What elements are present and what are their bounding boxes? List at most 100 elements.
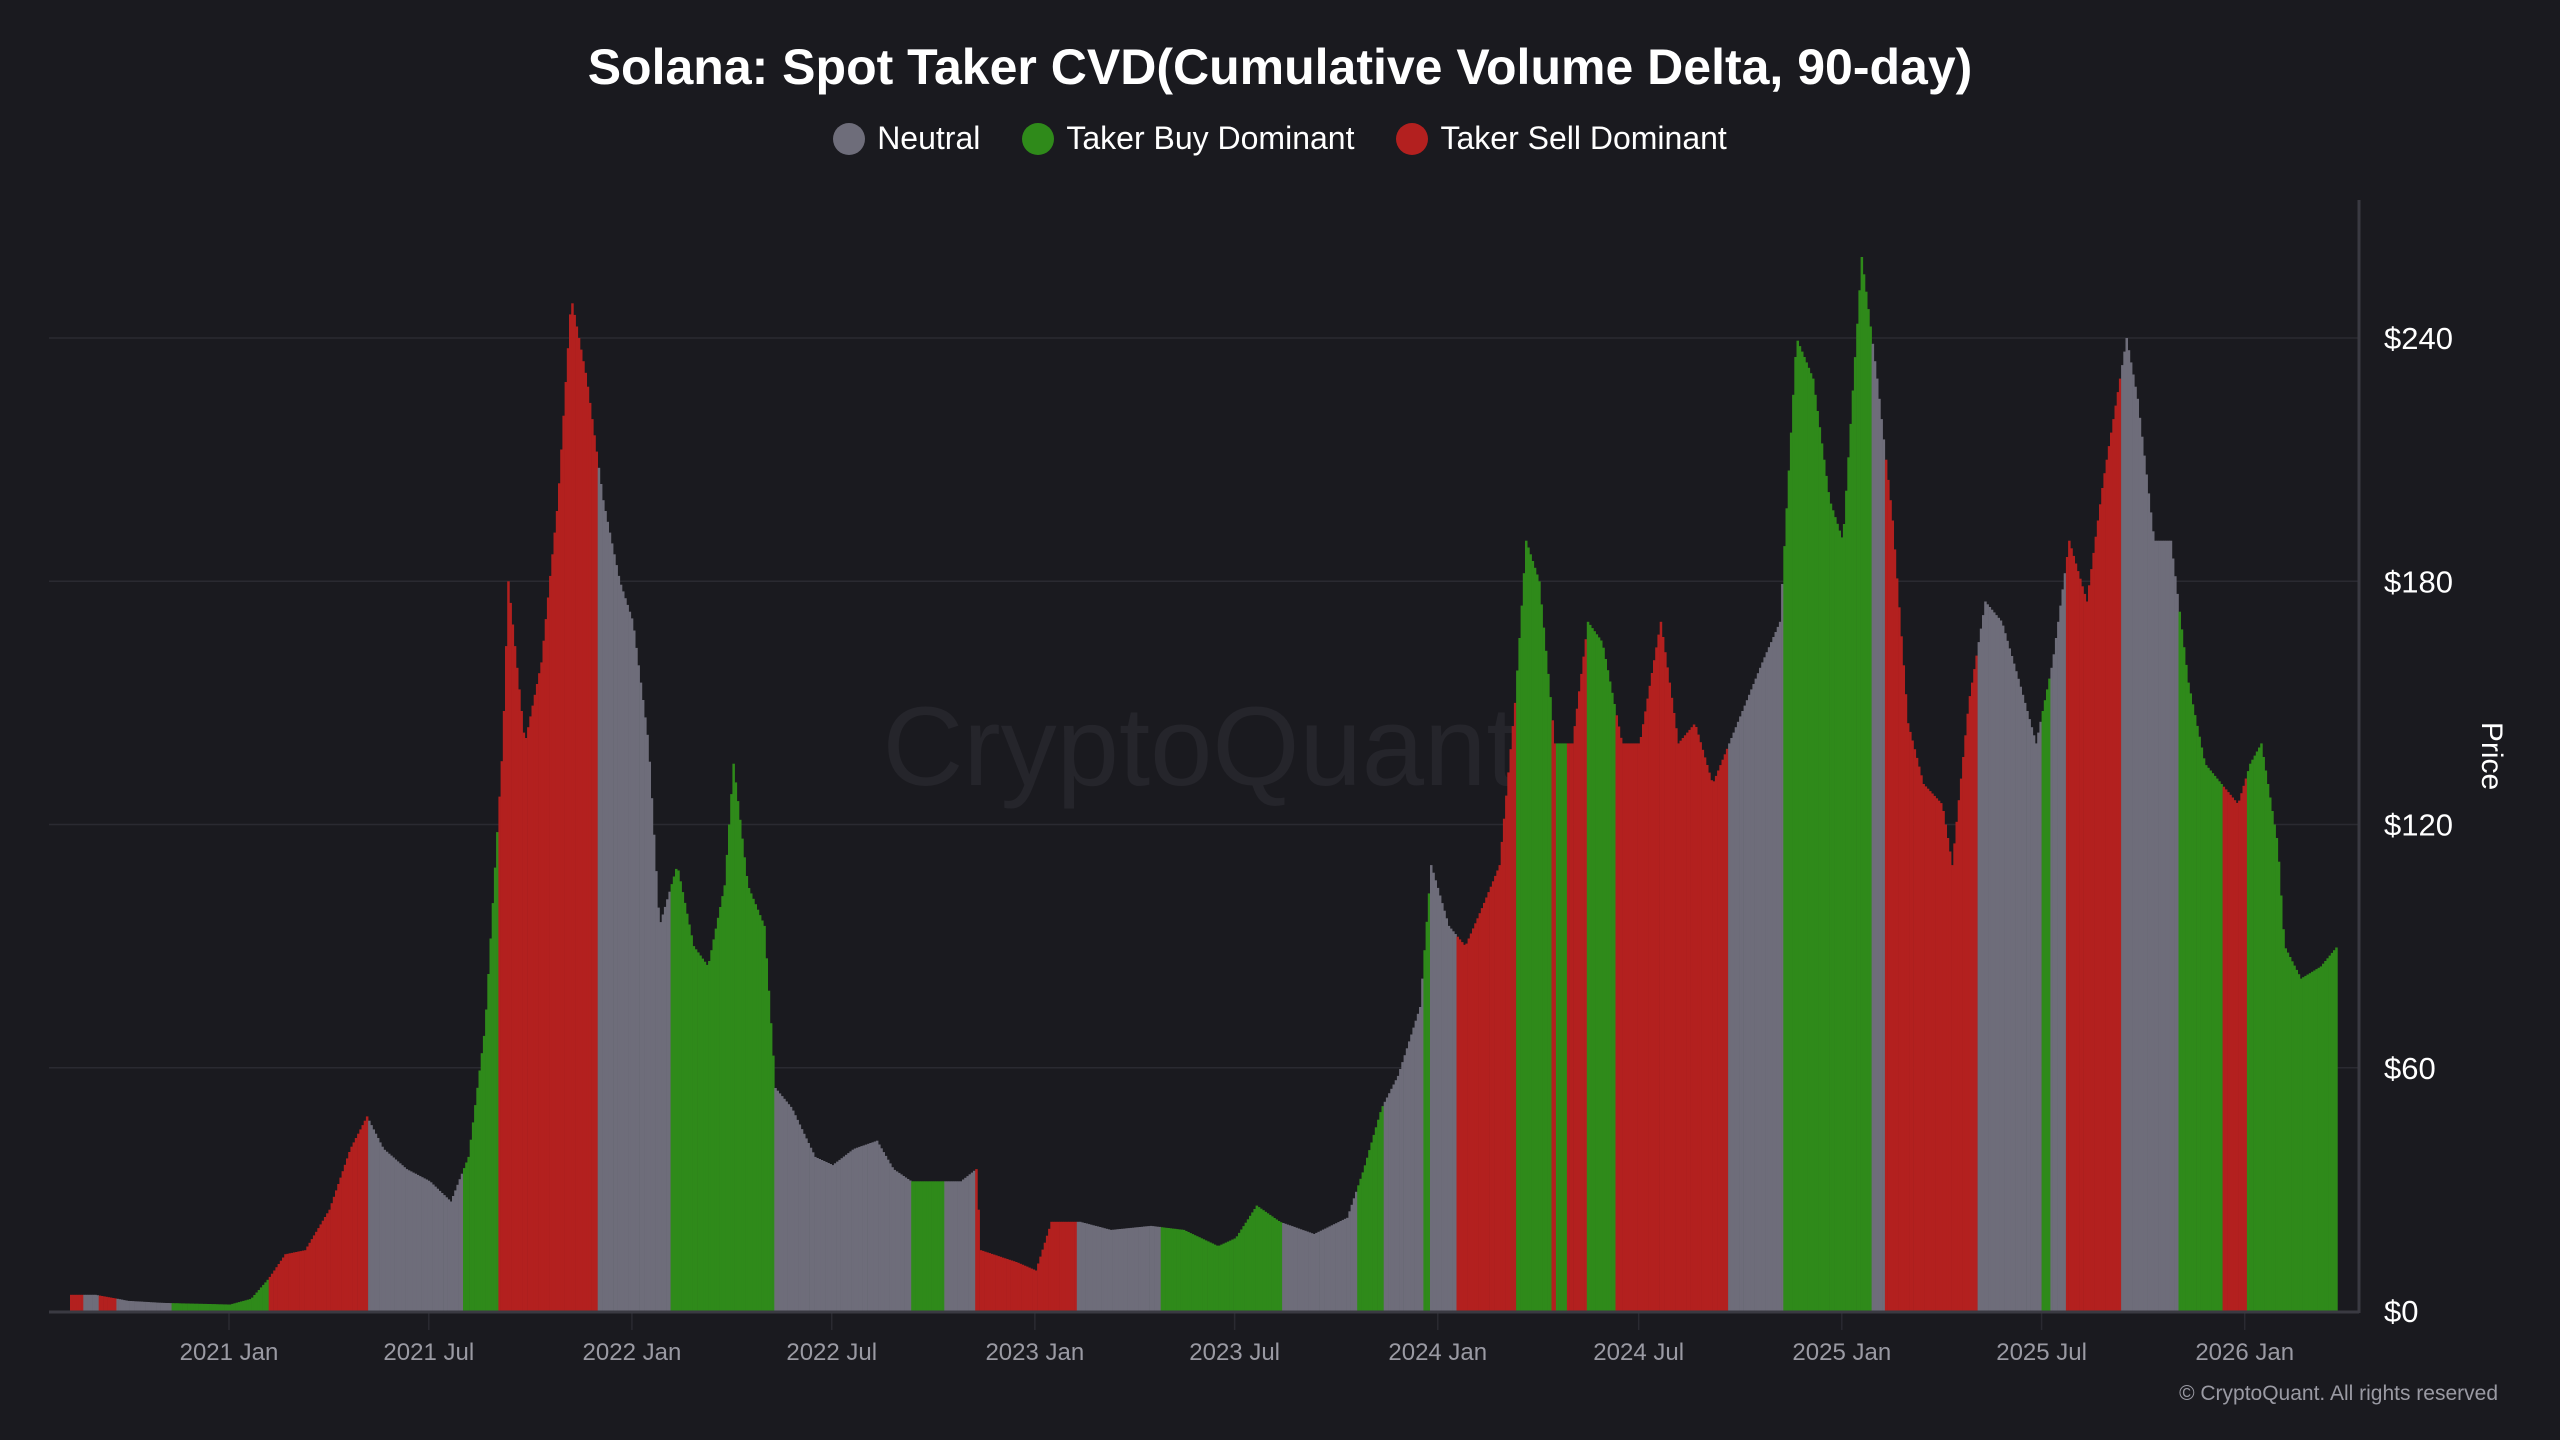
price-bar <box>1423 950 1426 1311</box>
price-bar <box>1595 634 1599 1311</box>
price-bar <box>482 1035 486 1311</box>
price-bar <box>293 1252 296 1311</box>
price-bar <box>1116 1229 1120 1311</box>
price-bar <box>1628 743 1632 1311</box>
price-bar <box>818 1159 822 1311</box>
price-bar <box>1593 631 1596 1311</box>
price-bar <box>1745 700 1749 1311</box>
price-bar <box>2271 811 2274 1311</box>
price-bar <box>2028 719 2031 1311</box>
price-bar <box>1282 1223 1285 1311</box>
price-bar <box>308 1242 312 1311</box>
price-bar <box>332 1196 336 1311</box>
price-bar <box>551 554 554 1311</box>
price-bar <box>1467 938 1471 1311</box>
price-bar <box>1920 775 1923 1311</box>
price-bar <box>1458 939 1462 1311</box>
price-bar <box>2304 975 2307 1311</box>
price-bar <box>500 761 504 1311</box>
price-bar <box>2006 640 2009 1311</box>
price-bar <box>2185 664 2188 1311</box>
price-bar <box>745 876 749 1311</box>
price-bar <box>878 1144 881 1311</box>
price-bar <box>1339 1221 1343 1311</box>
price-bar <box>2311 971 2314 1311</box>
price-bar <box>979 1250 983 1311</box>
y-tick-label: $180 <box>2384 564 2453 599</box>
price-bar <box>622 591 625 1311</box>
price-bar <box>1226 1241 1230 1311</box>
price-bar <box>2216 778 2219 1311</box>
price-bar <box>1463 944 1466 1311</box>
price-bar <box>328 1209 331 1311</box>
price-bar <box>270 1273 274 1311</box>
price-bar <box>2244 778 2248 1311</box>
price-bar <box>233 1303 236 1311</box>
price-bar <box>1198 1237 1201 1311</box>
price-bar <box>827 1163 830 1311</box>
price-bar <box>1065 1221 1069 1311</box>
price-bar <box>2083 593 2087 1311</box>
price-bar <box>1028 1267 1031 1311</box>
price-bar <box>942 1181 945 1311</box>
price-bar <box>2079 578 2082 1311</box>
price-bar <box>761 920 764 1311</box>
price-bar <box>1695 727 1698 1311</box>
price-bar <box>1434 880 1438 1311</box>
price-bar <box>2090 569 2093 1311</box>
price-bar <box>399 1163 402 1311</box>
price-bar <box>1522 573 1526 1311</box>
price-bar <box>2035 743 2038 1311</box>
price-bar <box>1244 1222 1248 1311</box>
price-bar <box>425 1179 429 1311</box>
price-bar <box>491 903 495 1311</box>
price-bar <box>774 1088 777 1311</box>
price-bar <box>962 1179 965 1311</box>
price-bar <box>1151 1226 1155 1311</box>
price-bar <box>1019 1263 1022 1311</box>
price-bar <box>262 1284 265 1311</box>
price-bar <box>421 1177 424 1311</box>
price-bar <box>1293 1226 1296 1311</box>
price-bar <box>1683 735 1687 1311</box>
price-bar <box>2063 573 2067 1311</box>
price-bar <box>127 1300 130 1311</box>
price-bar <box>341 1171 345 1311</box>
price-bar <box>884 1155 888 1311</box>
price-bar <box>560 449 563 1311</box>
legend-item-sell[interactable]: Taker Sell Dominant <box>1396 120 1727 157</box>
price-bar <box>335 1190 338 1311</box>
price-bar <box>2335 947 2338 1311</box>
price-bar <box>1414 1020 1418 1311</box>
price-bar <box>533 694 537 1311</box>
price-bar <box>842 1156 846 1311</box>
x-tick-label: 2021 Jan <box>180 1339 279 1366</box>
legend-label: Neutral <box>877 120 981 156</box>
price-bar <box>416 1174 420 1311</box>
price-bar <box>301 1250 305 1311</box>
legend-item-buy[interactable]: Taker Buy Dominant <box>1022 120 1354 157</box>
price-bar <box>1235 1236 1239 1311</box>
price-bar <box>966 1176 969 1311</box>
legend-item-neutral[interactable]: Neutral <box>833 120 980 157</box>
price-bar <box>70 1294 73 1311</box>
price-bar <box>2306 974 2310 1311</box>
price-bar <box>357 1133 360 1311</box>
price-bar <box>873 1141 877 1311</box>
price-bar <box>1774 632 1778 1311</box>
price-bar <box>2072 555 2076 1311</box>
price-bar <box>2284 948 2288 1311</box>
price-bar <box>2107 446 2111 1312</box>
price-bar <box>882 1152 886 1311</box>
price-bar <box>1772 637 1775 1311</box>
price-bar <box>2017 678 2020 1311</box>
price-bar <box>1103 1228 1106 1311</box>
price-bar <box>78 1294 82 1311</box>
price-bar <box>487 974 490 1311</box>
price-bar <box>1176 1229 1179 1311</box>
price-bar <box>2030 727 2034 1311</box>
price-bar <box>1224 1242 1228 1311</box>
price-bar <box>145 1301 148 1311</box>
price-bar <box>736 801 740 1311</box>
price-bar <box>1918 766 1921 1311</box>
